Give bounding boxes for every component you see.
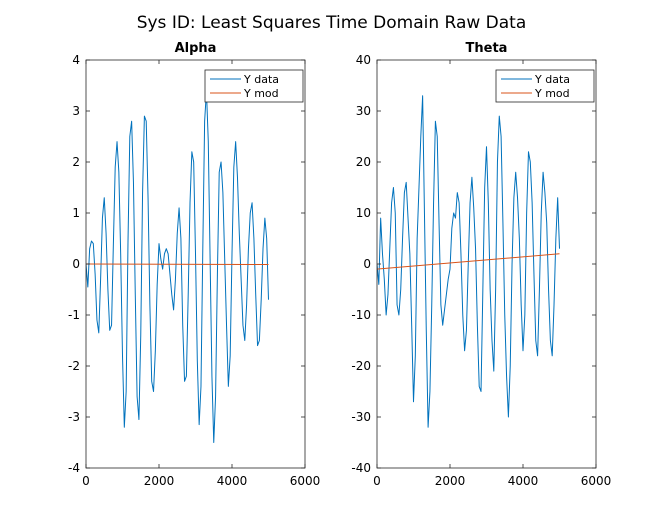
theta-ytick-label: -10	[351, 308, 371, 322]
alpha-legend-label: Y data	[243, 73, 279, 86]
theta-xtick-label: 4000	[508, 474, 539, 488]
alpha-ytick-label: -1	[68, 308, 80, 322]
alpha-ytick-label: -3	[68, 410, 80, 424]
theta-ytick-label: 20	[356, 155, 371, 169]
alpha-ytick-label: 2	[72, 155, 80, 169]
theta-ytick-label: 40	[356, 53, 371, 67]
alpha-axes-title: Alpha	[175, 41, 217, 56]
theta-series-y-mod-line	[377, 253, 560, 270]
figure-title: Sys ID: Least Squares Time Domain Raw Da…	[137, 13, 527, 33]
theta-axes: 0 2000 4000 6000 -40 -30 -20 -10 0 10 20 30 40 Theta Y…	[351, 41, 611, 488]
theta-ytick-label: 0	[363, 257, 371, 271]
theta-legend-label: Y data	[534, 73, 570, 86]
alpha-series-y-mod-line	[86, 263, 269, 266]
alpha-legend-label: Y mod	[243, 87, 279, 100]
alpha-series-y-data-line	[86, 90, 269, 443]
theta-xtick-label: 0	[373, 474, 381, 488]
alpha-xtick-label: 2000	[144, 474, 175, 488]
theta-xtick-label: 6000	[581, 474, 612, 488]
theta-ytick-label: 10	[356, 206, 371, 220]
alpha-xtick-label: 6000	[290, 474, 321, 488]
theta-axes-title: Theta	[466, 41, 508, 56]
theta-ytick-label: -30	[351, 410, 371, 424]
alpha-ytick-label: 3	[72, 104, 80, 118]
alpha-xtick-label: 4000	[217, 474, 248, 488]
alpha-ytick-label: -4	[68, 461, 80, 475]
theta-ytick-label: 30	[356, 104, 371, 118]
alpha-ytick-label: -2	[68, 359, 80, 373]
alpha-ytick-label: 1	[72, 206, 80, 220]
theta-ytick-label: -20	[351, 359, 371, 373]
alpha-xtick-label: 0	[82, 474, 90, 488]
theta-legend-box	[495, 69, 595, 103]
theta-xtick-label: 2000	[435, 474, 466, 488]
theta-series-y-data-line	[377, 95, 560, 428]
theta-ytick-label: -40	[351, 461, 371, 475]
theta-legend-label: Y mod	[534, 87, 570, 100]
alpha-legend-box	[204, 69, 304, 103]
alpha-ytick-label: 0	[72, 257, 80, 271]
alpha-ytick-label: 4	[72, 53, 80, 67]
